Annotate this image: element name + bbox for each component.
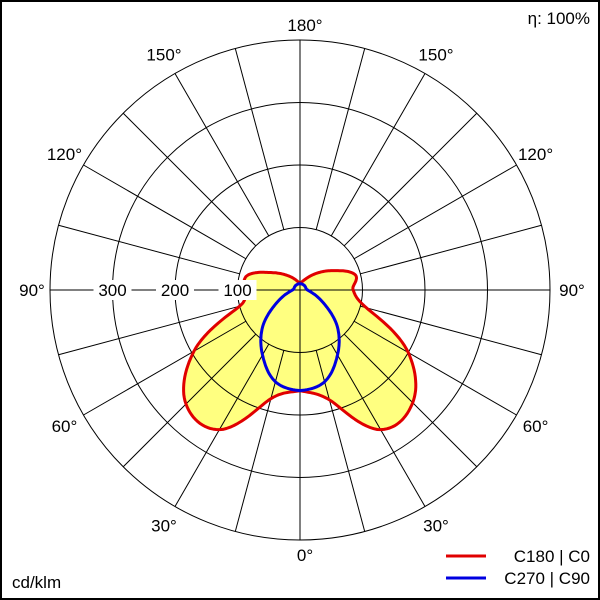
angle-label: 180°: [287, 16, 322, 35]
grid-spoke: [360, 224, 542, 275]
grid-spoke: [174, 343, 270, 507]
angle-label: 150°: [146, 45, 181, 64]
grid-spoke: [234, 48, 285, 230]
grid-spoke: [330, 343, 426, 507]
grid-spoke: [360, 305, 542, 356]
grid-spoke: [174, 73, 270, 237]
angle-label: 60°: [52, 417, 78, 436]
grid-spoke: [83, 320, 247, 416]
angle-label: 30°: [423, 517, 449, 536]
grid-spoke: [122, 112, 257, 247]
efficiency-label: η: 100%: [528, 9, 590, 28]
angle-label: 90°: [19, 281, 45, 300]
grid-spoke: [58, 224, 240, 275]
grid-spoke: [58, 305, 240, 356]
grid-spoke: [343, 333, 478, 468]
legend-label-0: C180 | C0: [514, 547, 590, 566]
radial-label-bg: [156, 280, 194, 300]
radial-tick-label: 200: [161, 281, 189, 300]
angle-label: 0°: [297, 546, 313, 565]
series-curve-1: [259, 282, 341, 393]
grid-spoke: [353, 320, 517, 416]
angle-label: 120°: [518, 145, 553, 164]
grid-spoke: [83, 164, 247, 260]
unit-label: cd/klm: [12, 573, 61, 592]
radial-label-bg: [93, 280, 132, 300]
angle-label: 90°: [559, 281, 585, 300]
angle-label: 60°: [523, 417, 549, 436]
grid-spoke: [330, 73, 426, 237]
grid-spoke: [122, 333, 257, 468]
grid-spoke: [315, 48, 366, 230]
grid-spoke: [343, 112, 478, 247]
grid-spoke: [353, 164, 517, 260]
angle-label: 150°: [418, 45, 453, 64]
radial-tick-label: 300: [98, 281, 126, 300]
radial-tick-label: 100: [223, 281, 251, 300]
legend-label-1: C270 | C90: [504, 569, 590, 588]
angle-label: 120°: [47, 145, 82, 164]
angle-label: 30°: [151, 517, 177, 536]
radial-label-bg: [218, 280, 257, 300]
